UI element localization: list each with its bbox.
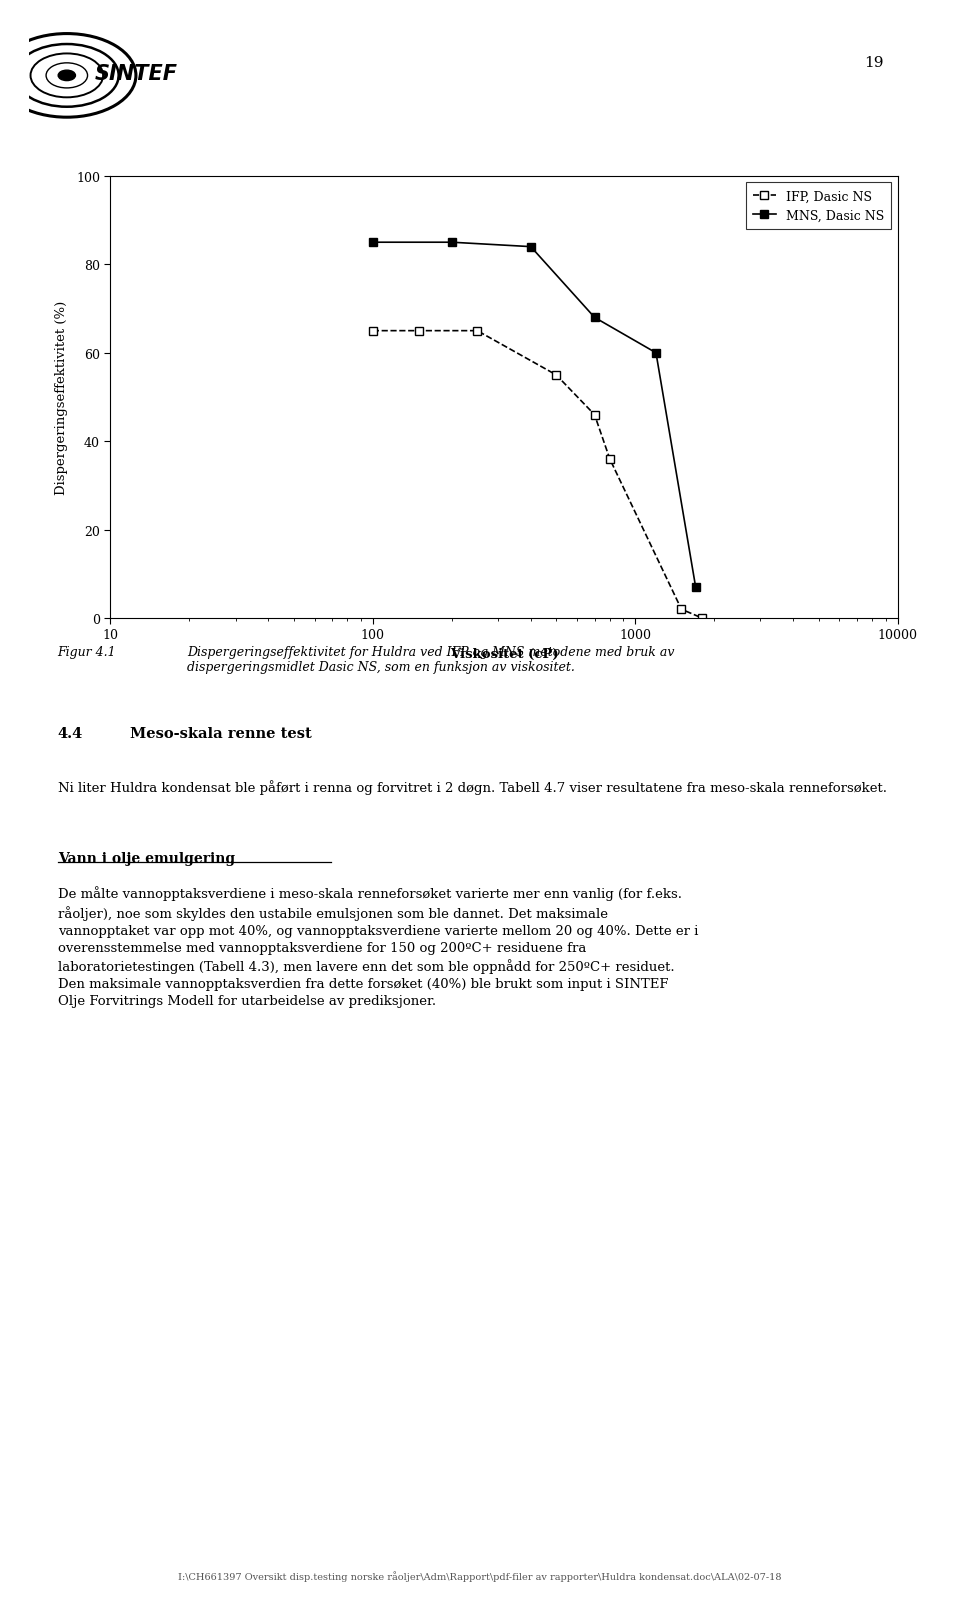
Line: IFP, Dasic NS: IFP, Dasic NS bbox=[369, 328, 707, 624]
MNS, Dasic NS bbox=[690, 579, 702, 598]
IFP, Dasic NS bbox=[413, 321, 424, 341]
Text: Dispergeringseffektivitet for Huldra ved IFP og MNS metodene med bruk av
disperg: Dispergeringseffektivitet for Huldra ved… bbox=[187, 646, 675, 673]
MNS, Dasic NS bbox=[650, 344, 661, 363]
MNS, Dasic NS bbox=[588, 309, 600, 328]
Text: I:\CH661397 Oversikt disp.testing norske råoljer\Adm\Rapport\pdf-filer av rappor: I:\CH661397 Oversikt disp.testing norske… bbox=[179, 1570, 781, 1581]
Text: 19: 19 bbox=[864, 56, 883, 71]
Circle shape bbox=[59, 71, 76, 82]
Legend: IFP, Dasic NS, MNS, Dasic NS: IFP, Dasic NS, MNS, Dasic NS bbox=[746, 183, 891, 230]
Text: Ni liter Huldra kondensat ble påført i renna og forvitret i 2 døgn. Tabell 4.7 v: Ni liter Huldra kondensat ble påført i r… bbox=[58, 779, 887, 794]
IFP, Dasic NS bbox=[550, 366, 562, 386]
Y-axis label: Dispergeringseffektivitet (%): Dispergeringseffektivitet (%) bbox=[55, 301, 67, 495]
Text: Figur 4.1: Figur 4.1 bbox=[58, 646, 116, 659]
IFP, Dasic NS bbox=[676, 599, 687, 619]
IFP, Dasic NS bbox=[367, 321, 378, 341]
IFP, Dasic NS bbox=[471, 321, 483, 341]
MNS, Dasic NS bbox=[446, 233, 458, 252]
Text: Vann i olje emulgering: Vann i olje emulgering bbox=[58, 852, 235, 866]
Line: MNS, Dasic NS: MNS, Dasic NS bbox=[369, 239, 700, 591]
IFP, Dasic NS bbox=[604, 450, 615, 469]
Text: De målte vannopptaksverdiene i meso-skala renneforsøket varierte mer enn vanlig : De målte vannopptaksverdiene i meso-skal… bbox=[58, 885, 698, 1008]
MNS, Dasic NS bbox=[367, 233, 378, 252]
Text: SINTEF: SINTEF bbox=[94, 64, 178, 84]
Text: 4.4: 4.4 bbox=[58, 726, 83, 741]
IFP, Dasic NS bbox=[696, 609, 708, 628]
MNS, Dasic NS bbox=[525, 238, 537, 257]
Text: Meso-skala renne test: Meso-skala renne test bbox=[130, 726, 311, 741]
IFP, Dasic NS bbox=[588, 405, 600, 424]
X-axis label: Viskositet (cP): Viskositet (cP) bbox=[449, 648, 559, 660]
